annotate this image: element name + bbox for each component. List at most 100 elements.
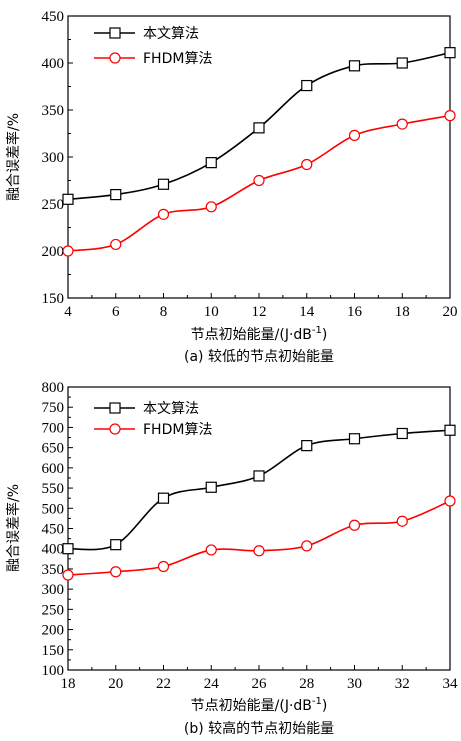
y-tick-label: 300 (42, 582, 65, 598)
y-tick-label: 600 (42, 461, 65, 477)
y-tick-label: 100 (42, 663, 65, 679)
legend-marker-circle (109, 423, 121, 435)
data-point-circle (62, 569, 74, 581)
series-group (62, 47, 456, 257)
legend-marker-circle (109, 52, 121, 64)
legend: 本文算法 FHDM算法 (94, 401, 212, 438)
legend-label-series-1: 本文算法 (143, 26, 199, 42)
x-axis-label: 节点初始能量/(J·dB-1) (191, 696, 328, 714)
x-tick-label: 8 (160, 304, 168, 320)
data-point-square (348, 60, 361, 72)
data-point-square (444, 424, 456, 436)
data-point-square (205, 157, 217, 169)
y-tick-label: 250 (42, 197, 65, 213)
legend-marker-square (109, 27, 121, 39)
data-point-circle (253, 545, 265, 557)
data-point-square (205, 481, 217, 493)
axis-ticks: 100 150 200 250 300 350 400 450 500 550 600 650 700 7… (42, 380, 459, 692)
x-tick-label: 30 (347, 676, 362, 692)
data-point-square (157, 178, 170, 190)
y-axis-label: 融合误差率/% (5, 113, 22, 201)
chart-b: 100 150 200 250 300 350 400 450 500 550 600 650 700 7… (5, 380, 458, 737)
y-axis-label: 融合误差率/% (5, 484, 22, 572)
y-tick-label: 650 (42, 441, 65, 457)
y-tick-label: 450 (42, 9, 65, 25)
x-tick-label: 34 (443, 676, 459, 692)
x-axis-label-end: ) (322, 327, 327, 343)
data-point-circle (348, 519, 361, 531)
x-tick-label: 24 (204, 676, 220, 692)
legend-label-series-1: 本文算法 (143, 401, 199, 417)
legend-label-series-2: FHDM算法 (143, 51, 212, 67)
data-point-square (62, 193, 74, 205)
data-point-square (253, 122, 265, 134)
data-point-square (444, 47, 456, 59)
data-point-circle (301, 158, 313, 171)
x-tick-label: 6 (112, 304, 120, 320)
x-tick-label: 14 (299, 304, 315, 320)
data-point-circle (205, 544, 217, 556)
x-tick-label: 18 (61, 676, 76, 692)
x-tick-label: 16 (347, 304, 363, 320)
data-point-circle (110, 566, 122, 578)
y-tick-label: 150 (42, 643, 65, 659)
data-point-square (301, 79, 313, 92)
x-tick-label: 32 (395, 676, 410, 692)
y-tick-label: 400 (42, 56, 65, 72)
data-point-circle (157, 208, 170, 220)
x-tick-label: 20 (443, 304, 458, 320)
caption: (a) 较低的节点初始能量 (184, 348, 334, 365)
data-point-square (253, 470, 265, 482)
x-tick-label: 20 (108, 676, 123, 692)
legend-label-series-2: FHDM算法 (143, 422, 212, 438)
x-tick-label: 28 (299, 676, 314, 692)
y-tick-label: 400 (42, 542, 65, 558)
data-point-square (396, 427, 408, 440)
y-tick-label: 350 (42, 562, 65, 578)
data-point-circle (62, 245, 74, 257)
series-1-line (67, 429, 451, 551)
chart-a: 150 200 250 300 350 400 450 4 6 8 10 12 14 16 18 20 本文算… (5, 9, 458, 365)
y-tick-label: 500 (42, 501, 65, 517)
data-point-square (301, 440, 313, 452)
x-axis-label-superscript: -1 (312, 325, 322, 336)
x-axis-label-main: 节点初始能量/(J·dB (191, 326, 312, 343)
y-tick-label: 200 (42, 244, 65, 260)
data-point-circle (157, 560, 170, 573)
y-tick-label: 200 (42, 623, 65, 639)
y-tick-label: 550 (42, 481, 65, 497)
data-point-square (110, 189, 122, 201)
y-tick-label: 800 (42, 380, 65, 396)
data-point-square (348, 433, 361, 445)
x-axis-label-main: 节点初始能量/(J·dB (191, 697, 312, 714)
x-tick-label: 22 (156, 676, 171, 692)
y-tick-label: 450 (42, 522, 65, 538)
x-axis-label-end: ) (322, 698, 327, 714)
data-point-circle (444, 495, 456, 507)
data-point-circle (110, 238, 122, 251)
y-tick-label: 350 (42, 103, 65, 119)
caption: (b) 较高的节点初始能量 (184, 720, 334, 737)
axis-ticks: 150 200 250 300 350 400 450 4 6 8 10 12 14 16 18 20 (42, 9, 458, 320)
x-tick-label: 26 (252, 676, 268, 692)
x-tick-label: 18 (395, 304, 410, 320)
data-point-circle (348, 129, 361, 141)
y-tick-label: 750 (42, 400, 65, 416)
x-axis-label-superscript: -1 (312, 696, 322, 707)
data-point-square (62, 543, 74, 555)
data-point-circle (396, 515, 408, 527)
series-group (62, 424, 456, 581)
data-point-circle (396, 118, 408, 130)
data-point-circle (444, 110, 456, 122)
data-point-circle (301, 540, 313, 552)
data-point-circle (205, 201, 217, 213)
data-point-square (110, 539, 122, 551)
data-point-square (396, 57, 408, 69)
y-tick-label: 250 (42, 602, 65, 618)
legend-marker-square (109, 402, 121, 414)
legend: 本文算法 FHDM算法 (94, 26, 212, 67)
x-axis-label: 节点初始能量/(J·dB-1) (191, 325, 328, 343)
x-tick-label: 4 (64, 304, 72, 320)
data-point-square (157, 492, 170, 504)
